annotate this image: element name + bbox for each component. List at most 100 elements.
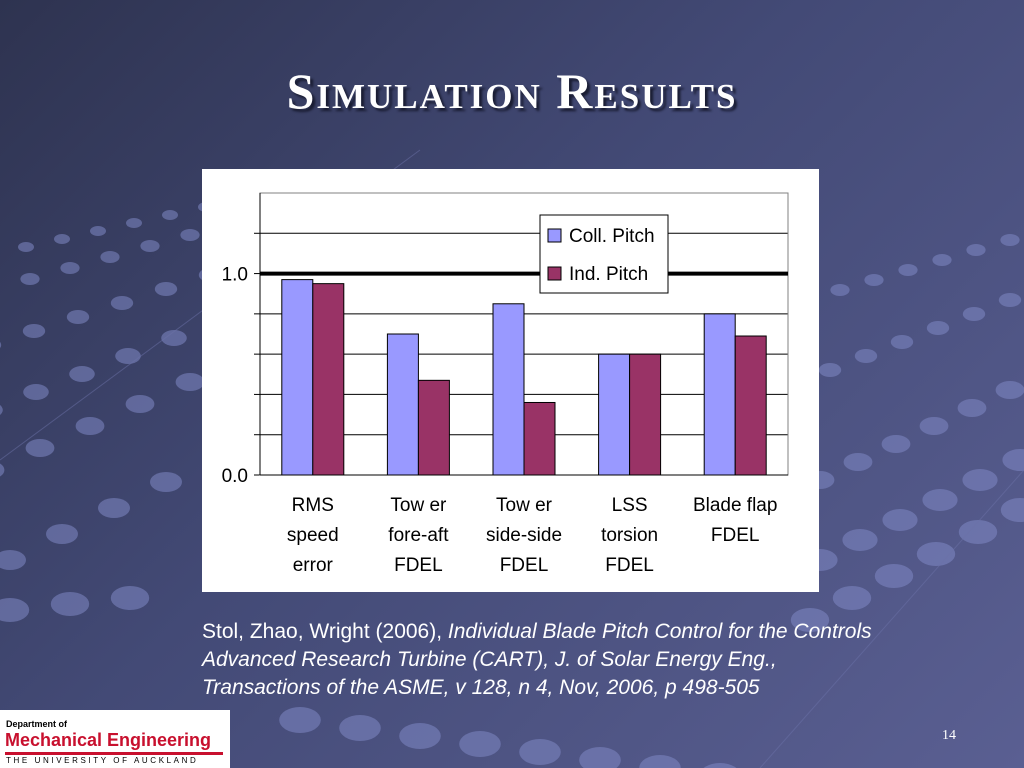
- citation-line-1: Stol, Zhao, Wright (2006), Individual Bl…: [202, 618, 1022, 646]
- x-tick-label: speed: [287, 525, 339, 546]
- background-dot: [50, 592, 90, 616]
- legend-swatch: [547, 266, 562, 281]
- background-dot: [175, 373, 205, 391]
- citation-line-2: Advanced Research Turbine (CART), J. of …: [202, 648, 777, 671]
- background-dot: [22, 324, 46, 338]
- background-dot: [162, 210, 178, 220]
- background-dot: [180, 229, 200, 241]
- background-dot: [279, 707, 321, 733]
- y-tick-label: 1.0: [222, 265, 248, 286]
- bar-ind-pitch: [523, 401, 556, 476]
- bar-coll-pitch: [386, 333, 419, 476]
- bar-ind-pitch: [734, 335, 767, 476]
- x-tick-label: Tow er: [496, 495, 553, 516]
- background-dot: [110, 296, 134, 310]
- y-tick-label: 0.0: [222, 466, 248, 487]
- background-dot: [882, 509, 918, 531]
- background-dot: [54, 234, 70, 244]
- citation-authors: Stol, Zhao, Wright (2006),: [202, 620, 443, 643]
- background-dot: [75, 417, 105, 435]
- background-dot: [958, 520, 998, 544]
- background-dot: [1002, 449, 1024, 471]
- background-dot: [874, 564, 914, 588]
- background-dot: [966, 244, 986, 256]
- bar-coll-pitch: [281, 279, 314, 476]
- x-tick-label: error: [293, 555, 334, 576]
- background-dot: [962, 469, 998, 491]
- background-dot: [519, 739, 561, 765]
- citation: Stol, Zhao, Wright (2006), Individual Bl…: [202, 618, 1022, 702]
- logo-university-name: THE UNIVERSITY OF AUCKLAND: [6, 756, 199, 765]
- bar-coll-pitch: [598, 353, 631, 476]
- bar-coll-pitch: [703, 313, 736, 476]
- background-dot: [932, 254, 952, 266]
- background-dot: [23, 384, 49, 400]
- background-dot: [90, 226, 106, 236]
- background-dot: [0, 341, 2, 349]
- background-dot: [881, 435, 911, 453]
- bar-ind-pitch: [312, 283, 345, 476]
- background-dot: [126, 218, 142, 228]
- background-line: [759, 469, 1024, 768]
- legend: Coll. Pitch Ind. Pitch: [539, 214, 669, 294]
- background-dot: [25, 439, 55, 457]
- x-tick-label: FDEL: [394, 555, 443, 576]
- background-dot: [926, 321, 950, 335]
- logo-department-name: Mechanical Engineering: [5, 730, 212, 750]
- background-dot: [1000, 234, 1020, 246]
- background-dot: [459, 731, 501, 757]
- background-dot: [957, 399, 987, 417]
- x-tick-label: fore-aft: [388, 525, 449, 546]
- x-tick-label: Blade flap: [693, 495, 778, 516]
- background-dot: [20, 273, 40, 285]
- legend-swatch: [547, 228, 562, 243]
- slide-title: Simulation Results: [286, 63, 738, 119]
- page-number: 14: [942, 728, 956, 743]
- background-dot: [916, 542, 956, 566]
- university-logo: Department of Mechanical Engineering THE…: [0, 710, 230, 768]
- background-dot: [46, 524, 78, 544]
- background-dot: [66, 310, 90, 324]
- x-tick-label: FDEL: [605, 555, 654, 576]
- background-dot: [790, 608, 830, 632]
- background-dot: [898, 264, 918, 276]
- citation-title: Individual Blade Pitch Control for the C…: [447, 620, 872, 643]
- logo-divider: [5, 752, 223, 755]
- background-dot: [703, 763, 737, 768]
- background-dot: [922, 489, 958, 511]
- x-tick-label: LSS: [612, 495, 648, 516]
- background-dot: [154, 282, 178, 296]
- background-dot: [998, 293, 1022, 307]
- background-dot: [150, 472, 182, 492]
- background-dot: [18, 242, 34, 252]
- legend-label: Coll. Pitch: [569, 226, 655, 247]
- legend-label: Ind. Pitch: [569, 264, 648, 285]
- background-dot: [995, 381, 1024, 399]
- bar-ind-pitch: [417, 379, 450, 476]
- background-dot: [1000, 498, 1024, 522]
- background-dot: [140, 240, 160, 252]
- logo-department-of: Department of: [6, 719, 68, 729]
- background-dot: [830, 284, 850, 296]
- background-dot: [0, 550, 26, 570]
- x-tick-label: FDEL: [500, 555, 549, 576]
- background-dot: [842, 529, 878, 551]
- background-dot: [100, 251, 120, 263]
- x-tick-label: FDEL: [711, 525, 760, 546]
- background-dot: [161, 330, 187, 346]
- background-dot: [60, 262, 80, 274]
- background-dot: [399, 723, 441, 749]
- bar-coll-pitch: [492, 303, 525, 476]
- background-dot: [115, 348, 141, 364]
- background-dot: [919, 417, 949, 435]
- chart-container: 0.0 1.0 RMS speed error Tow er fore-aft FDEL Tow…: [202, 169, 819, 592]
- background-dot: [818, 363, 842, 377]
- background-dot: [69, 366, 95, 382]
- x-tick-label: torsion: [601, 525, 658, 546]
- background-dot: [339, 715, 381, 741]
- background-dot: [0, 463, 5, 477]
- bar-chart: 0.0 1.0 RMS speed error Tow er fore-aft FDEL Tow…: [222, 192, 789, 576]
- background-dot: [0, 405, 3, 415]
- background-dot: [843, 453, 873, 471]
- background-dot: [125, 395, 155, 413]
